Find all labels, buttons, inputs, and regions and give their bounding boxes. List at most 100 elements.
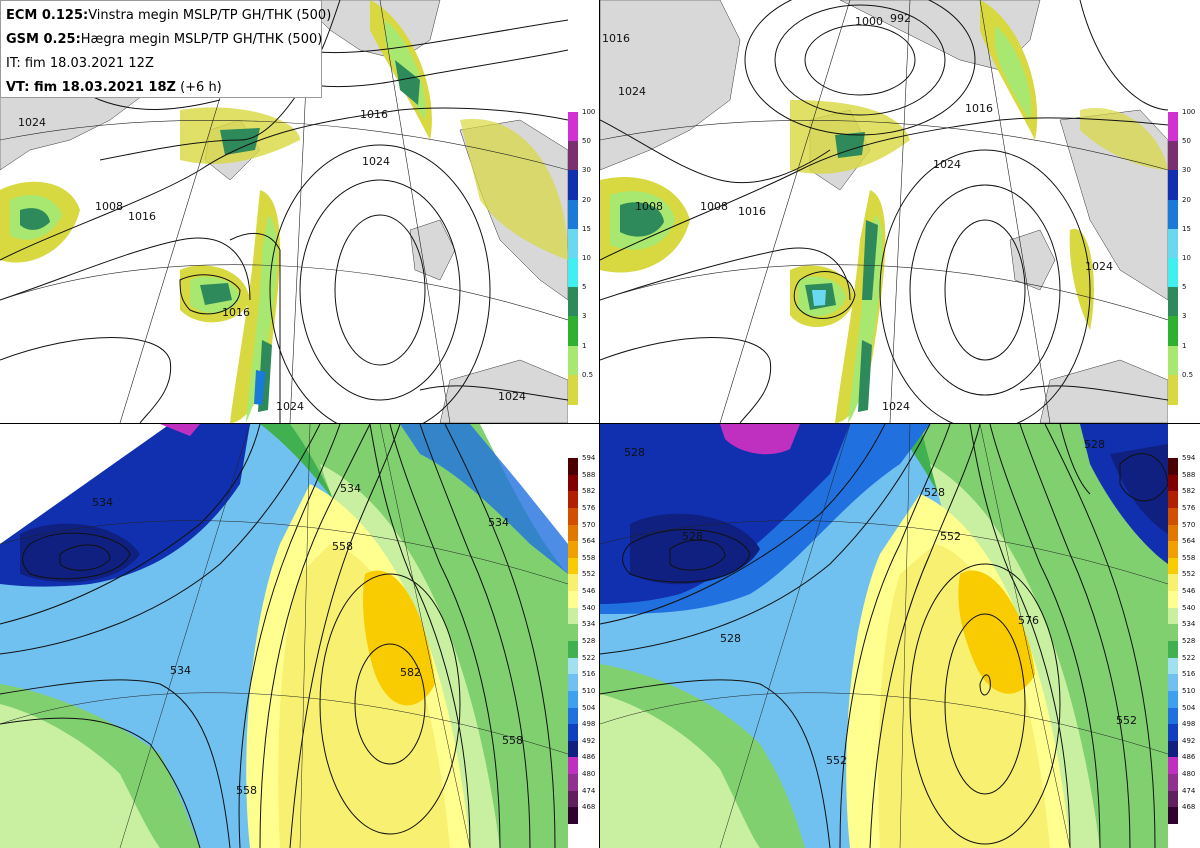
colorbar-swatch bbox=[568, 591, 578, 609]
contour-label: 1016 bbox=[360, 108, 388, 121]
colorbar-swatch bbox=[1168, 624, 1178, 642]
colorbar-swatch bbox=[568, 807, 578, 825]
colorbar-label: 10 bbox=[1182, 254, 1191, 262]
contour-label: 534 bbox=[488, 516, 509, 529]
panel-divider-vertical bbox=[599, 0, 600, 848]
contour-label: 534 bbox=[170, 664, 191, 677]
colorbar-swatch bbox=[1168, 524, 1178, 542]
colorbar-label: 582 bbox=[582, 487, 596, 496]
info-line-gsm: GSM 0.25:Hægra megin MSLP/TP GH/THK (500… bbox=[6, 32, 323, 47]
colorbar-label: 486 bbox=[1182, 753, 1196, 762]
colorbar-label: 480 bbox=[1182, 770, 1196, 779]
colorbar-swatch bbox=[1168, 345, 1178, 376]
colorbar-label: 492 bbox=[1182, 736, 1196, 745]
contour-label: 1024 bbox=[1085, 260, 1113, 273]
colorbar-label: 10 bbox=[582, 254, 591, 262]
contour-label: 528 bbox=[624, 446, 645, 459]
colorbar-swatch bbox=[1168, 557, 1178, 575]
info-line-initial-time: IT: fim 18.03.2021 12Z bbox=[6, 56, 154, 71]
colorbar-label: 15 bbox=[1182, 224, 1191, 233]
colorbar-label: 510 bbox=[1182, 686, 1196, 695]
contour-label: 558 bbox=[332, 540, 353, 553]
colorbar-label: 20 bbox=[1182, 195, 1191, 204]
colorbar-swatch bbox=[568, 790, 578, 808]
colorbar-swatch bbox=[568, 141, 578, 172]
colorbar-swatch bbox=[1168, 724, 1178, 742]
contour-label: 1024 bbox=[362, 155, 390, 168]
contour-label: 1016 bbox=[128, 210, 156, 223]
precip-colorbar-left: 100 50 30 20 15 10 5 3 1 0.5 bbox=[568, 108, 598, 405]
colorbar-swatch bbox=[1168, 641, 1178, 658]
thickness-colorbar-right: 594 588 582 576 570 564 558 552 546 540 534 528 522 5… bbox=[1168, 454, 1198, 825]
ecm-thickness-map: 534 558 534 582 558 558 534 534 bbox=[0, 424, 568, 848]
colorbar-swatch bbox=[568, 524, 578, 542]
precip-colorbar-right: 100 50 30 20 15 10 5 3 1 0.5 bbox=[1168, 109, 1198, 405]
contour-label: 528 bbox=[1084, 438, 1105, 451]
colorbar-label: 594 bbox=[1182, 454, 1196, 462]
colorbar-label: 516 bbox=[582, 670, 596, 679]
colorbar-label: 100 bbox=[582, 108, 596, 116]
colorbar-swatch bbox=[1168, 316, 1178, 347]
contour-label: 1016 bbox=[965, 102, 993, 115]
forecast-info-box: ECM 0.125:Vinstra megin MSLP/TP GH/THK (… bbox=[0, 0, 331, 98]
colorbar-label: 528 bbox=[1182, 637, 1196, 645]
contour-label: 552 bbox=[940, 530, 961, 543]
gsm-mslp-precip-map: 1016 1024 1008 1000 992 1016 1024 1008 1… bbox=[600, 0, 1168, 423]
colorbar-label: 504 bbox=[1182, 703, 1196, 712]
colorbar-label: 5 bbox=[1182, 283, 1187, 292]
colorbar-label: 510 bbox=[582, 686, 596, 695]
colorbar-label: 0.5 bbox=[1182, 370, 1194, 379]
colorbar-swatch bbox=[1168, 690, 1178, 708]
contour-label: 1024 bbox=[18, 116, 46, 129]
colorbar-swatch bbox=[568, 345, 578, 376]
colorbar-label: 0.5 bbox=[582, 370, 594, 379]
colorbar-swatch bbox=[568, 507, 578, 525]
colorbar-label: 558 bbox=[582, 553, 596, 562]
colorbar-label: 30 bbox=[582, 166, 591, 175]
colorbar-label: 522 bbox=[582, 653, 596, 662]
colorbar-swatch bbox=[568, 624, 578, 642]
contour-label: 534 bbox=[92, 496, 113, 509]
colorbar-label: 15 bbox=[582, 224, 591, 233]
colorbar-label: 546 bbox=[1182, 587, 1196, 596]
colorbar-swatch bbox=[1168, 740, 1178, 758]
colorbar-label: 594 bbox=[582, 454, 596, 462]
contour-label: 552 bbox=[826, 754, 847, 767]
gsm-thickness-map: 528 528 528 552 528 576 552 552 528 bbox=[600, 424, 1168, 848]
colorbar-swatch bbox=[568, 607, 578, 625]
contour-label: 1016 bbox=[602, 32, 630, 45]
contour-label: 558 bbox=[236, 784, 257, 797]
colorbar-swatch bbox=[1168, 199, 1178, 230]
colorbar-label: 588 bbox=[582, 470, 596, 479]
panel-divider-horizontal bbox=[0, 423, 1200, 424]
contour-label: 528 bbox=[924, 486, 945, 499]
colorbar-swatch bbox=[1168, 287, 1178, 318]
colorbar-label: 564 bbox=[1182, 537, 1196, 546]
colorbar-swatch bbox=[1168, 707, 1178, 725]
contour-label: 576 bbox=[1018, 614, 1039, 627]
colorbar-swatch bbox=[568, 170, 578, 201]
contour-label: 1008 bbox=[95, 200, 123, 213]
colorbar-swatch bbox=[1168, 790, 1178, 808]
colorbar-label: 570 bbox=[1182, 520, 1196, 529]
colorbar-label: 474 bbox=[1182, 786, 1196, 795]
colorbar-swatch bbox=[1168, 374, 1178, 405]
colorbar-swatch bbox=[1168, 757, 1178, 775]
contour-label: 992 bbox=[890, 12, 911, 25]
colorbar-swatch bbox=[1168, 657, 1178, 675]
colorbar-swatch bbox=[568, 112, 578, 142]
contour-label: 1008 bbox=[700, 200, 728, 213]
colorbar-label: 540 bbox=[1182, 603, 1196, 612]
colorbar-label: 20 bbox=[582, 195, 591, 204]
contour-label: 534 bbox=[340, 482, 361, 495]
colorbar-swatch bbox=[1168, 491, 1178, 509]
colorbar-swatch bbox=[1168, 674, 1178, 692]
colorbar-label: 468 bbox=[582, 803, 596, 812]
colorbar-label: 552 bbox=[582, 570, 596, 579]
thickness-colorbar-left: 594 588 582 576 570 564 558 552 546 540 534 528 522 5… bbox=[568, 454, 598, 825]
colorbar-swatch bbox=[568, 199, 578, 230]
colorbar-label: 588 bbox=[1182, 470, 1196, 479]
colorbar-swatch bbox=[568, 707, 578, 725]
colorbar-label: 570 bbox=[582, 520, 596, 529]
colorbar-swatch bbox=[1168, 574, 1178, 592]
